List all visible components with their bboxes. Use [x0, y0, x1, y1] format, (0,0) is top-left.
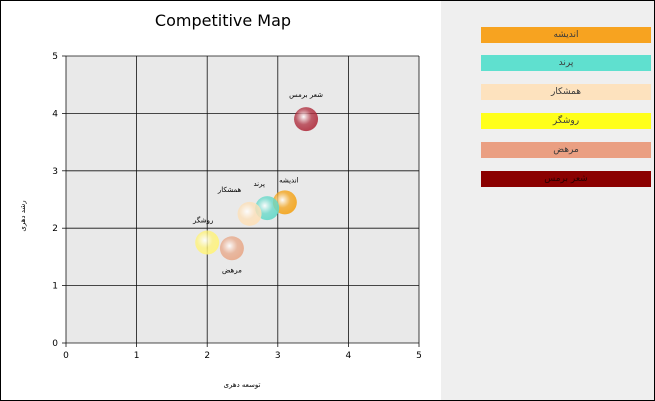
bubble-label-0: اندیشه: [279, 176, 299, 184]
y-axis-label: رشد دهری: [19, 200, 27, 231]
bubble-label-2: همشکار: [217, 186, 242, 194]
competitive-map-chart: 0 1 2 3 4 5 0 1 2 3 4 5 اندیشه پرند همشکار روشگر مرهض شع…: [19, 11, 422, 389]
bubble-label-3: روشگر: [192, 216, 213, 225]
bubble-label-1: پرند: [253, 180, 264, 188]
bubbles: اندیشه پرند همشکار روشگر مرهض شعر برمس: [192, 91, 323, 274]
legend-item-sher-barmas: شعر برمس: [481, 171, 651, 187]
bubble-point-5: [294, 107, 319, 132]
axes: 0 1 2 3 4 5 0 1 2 3 4 5: [52, 52, 422, 361]
x-tick-label-2: 2: [204, 351, 210, 361]
legend-item-marhaz: مرهض: [481, 142, 651, 158]
legend-label-roshgar: روشگر: [552, 116, 580, 126]
x-tick-label-1: 1: [134, 351, 140, 361]
bubble-point-2: [237, 201, 262, 226]
bubble-label-4: مرهض: [222, 266, 242, 274]
y-tick-label-1: 1: [52, 282, 58, 292]
legend-item-roshgar: روشگر: [481, 113, 651, 129]
legend-item-parand: پرند: [481, 55, 651, 71]
bubble-point-4: [219, 236, 244, 261]
legend-label-andisheh: اندیشه: [553, 30, 579, 40]
legend-panel: اندیشه پرند همشکار روشگر مرهض شعر برمس: [441, 1, 654, 400]
x-axis-label: توسعه دهری: [224, 381, 261, 389]
y-tick-label-0: 0: [52, 339, 58, 349]
legend-label-hamshekar: همشکار: [550, 87, 582, 97]
legend-item-andisheh: اندیشه: [481, 27, 651, 43]
legend-label-marhaz: مرهض: [553, 145, 579, 155]
y-tick-label-2: 2: [52, 224, 58, 234]
grid: [65, 55, 420, 344]
chart-area: 0 1 2 3 4 5 0 1 2 3 4 5 اندیشه پرند همشکار روشگر مرهض شع…: [1, 1, 441, 400]
x-tick-label-3: 3: [275, 351, 281, 361]
legend-label-parand: پرند: [558, 58, 574, 68]
y-tick-label-4: 4: [52, 109, 58, 119]
bubble-label-5: شعر برمس: [289, 91, 323, 99]
bubble-point-3: [195, 230, 220, 255]
y-tick-label-5: 5: [52, 52, 58, 62]
x-tick-label-0: 0: [63, 351, 69, 361]
chart-title: Competitive Map: [155, 11, 291, 30]
legend-label-sher-barmas: شعر برمس: [544, 174, 588, 184]
legend-item-hamshekar: همشکار: [481, 84, 651, 100]
plot-area: [66, 56, 419, 343]
x-tick-label-5: 5: [416, 351, 422, 361]
x-tick-label-4: 4: [346, 351, 352, 361]
y-tick-label-3: 3: [52, 167, 58, 177]
